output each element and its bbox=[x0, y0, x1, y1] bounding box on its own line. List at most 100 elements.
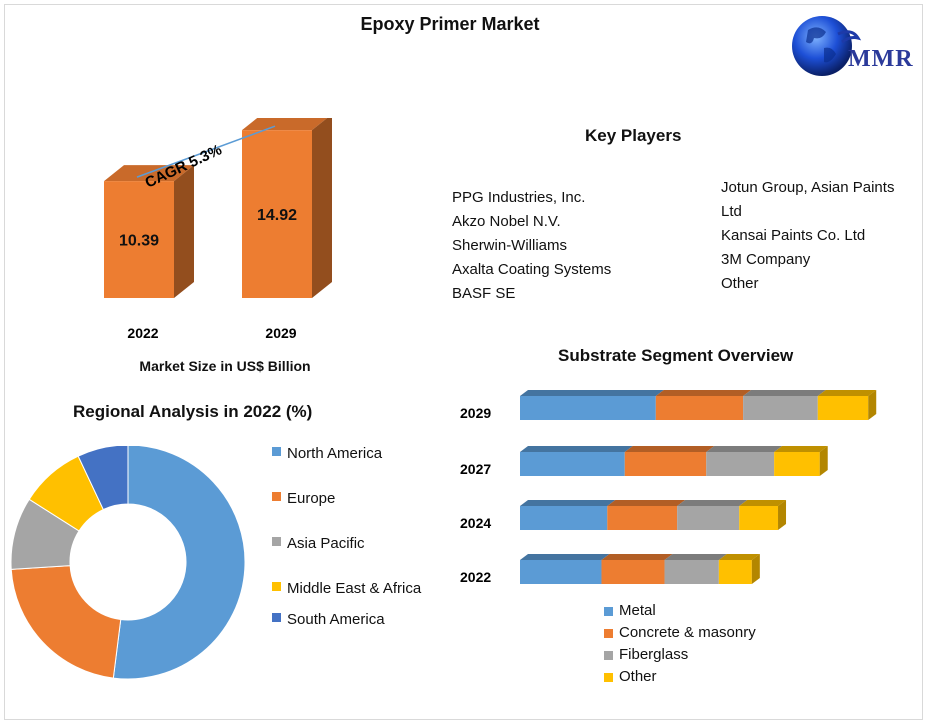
legend-swatch bbox=[272, 447, 281, 456]
legend-item: South America bbox=[272, 608, 422, 631]
key-players-col1: PPG Industries, Inc. Akzo Nobel N.V. She… bbox=[452, 186, 702, 306]
market-size-bar-2029 bbox=[242, 130, 312, 298]
legend-label: North America bbox=[287, 445, 383, 462]
substrate-segment-other bbox=[817, 396, 869, 420]
substrate-segment-metal bbox=[520, 396, 656, 420]
market-size-xlabel: Market Size in US$ Billion bbox=[139, 358, 311, 374]
segment-top-face bbox=[520, 446, 633, 452]
substrate-segment-concrete-masonry bbox=[624, 452, 707, 476]
legend-swatch bbox=[272, 537, 281, 546]
legend-item: Other bbox=[604, 668, 824, 685]
segment-top-face bbox=[677, 500, 748, 506]
legend-label: Metal bbox=[619, 602, 656, 619]
segment-side-face bbox=[778, 500, 787, 530]
logo-text: MMR bbox=[848, 46, 914, 72]
segment-top-face bbox=[520, 500, 616, 506]
segment-side-face bbox=[819, 446, 828, 476]
bar-category-label: 2022 bbox=[127, 325, 158, 341]
legend-item: Metal bbox=[604, 602, 824, 619]
segment-top-face bbox=[624, 446, 715, 452]
key-players-title: Key Players bbox=[585, 126, 682, 145]
segment-top-face bbox=[774, 446, 828, 452]
segment-top-face bbox=[718, 554, 760, 560]
key-player-item: Sherwin-Williams bbox=[452, 237, 568, 254]
substrate-segment-other bbox=[739, 506, 779, 530]
market-size-bar-2022 bbox=[104, 181, 174, 298]
bar-side-face bbox=[174, 165, 194, 298]
substrate-segment-concrete-masonry bbox=[607, 506, 678, 530]
legend-swatch bbox=[272, 582, 281, 591]
substrate-segment-fiberglass bbox=[743, 396, 818, 420]
substrate-segment-concrete-masonry bbox=[655, 396, 744, 420]
substrate-segment-metal bbox=[520, 506, 608, 530]
globe-logo-icon bbox=[792, 16, 862, 76]
key-player-item: Kansai Paints Co. Ltd bbox=[721, 227, 866, 244]
segment-top-face bbox=[520, 390, 664, 396]
legend-label: Concrete & masonry bbox=[619, 624, 756, 641]
segment-top-face bbox=[607, 500, 686, 506]
segment-top-face bbox=[743, 390, 826, 396]
substrate-chart: 2029 2027 2024 2022 bbox=[460, 390, 877, 585]
donut-slice-europe bbox=[10, 565, 122, 679]
legend-item: North America bbox=[272, 442, 422, 465]
key-players-col2: Jotun Group, Asian Paints Ltd Kansai Pai… bbox=[721, 176, 901, 296]
legend-swatch bbox=[604, 629, 613, 638]
segment-top-face bbox=[520, 554, 610, 560]
substrate-segment-fiberglass bbox=[677, 506, 740, 530]
legend-label: Middle East & Africa bbox=[287, 580, 422, 597]
donut-slice-north-america bbox=[112, 446, 246, 680]
regional-donut-chart bbox=[10, 446, 246, 680]
segment-top-face bbox=[739, 500, 787, 506]
donut-slice-south-america bbox=[77, 446, 129, 511]
key-player-item: Axalta Coating Systems bbox=[452, 261, 612, 278]
substrate-segment-metal bbox=[520, 452, 625, 476]
bar-value-label: 10.39 bbox=[119, 233, 159, 250]
substrate-segment-metal bbox=[520, 560, 602, 584]
legend-label: Asia Pacific bbox=[287, 535, 365, 552]
substrate-year-label: 2029 bbox=[460, 405, 491, 421]
cagr-arrow-line bbox=[136, 125, 276, 178]
substrate-year-label: 2024 bbox=[460, 515, 491, 531]
legend-item: Europe bbox=[272, 487, 422, 510]
substrate-title: Substrate Segment Overview bbox=[558, 346, 794, 365]
legend-swatch bbox=[272, 613, 281, 622]
legend-label: Fiberglass bbox=[619, 646, 689, 663]
bar-side-face bbox=[312, 118, 332, 298]
segment-side-face bbox=[751, 554, 760, 584]
substrate-segment-concrete-masonry bbox=[601, 560, 665, 584]
key-player-item: BASF SE bbox=[452, 285, 516, 302]
substrate-segment-fiberglass bbox=[706, 452, 775, 476]
legend-swatch bbox=[604, 673, 613, 682]
legend-item: Fiberglass bbox=[604, 646, 824, 663]
substrate-segment-fiberglass bbox=[664, 560, 719, 584]
legend-label: Other bbox=[619, 668, 657, 685]
segment-top-face bbox=[655, 390, 752, 396]
legend-label: Europe bbox=[287, 490, 336, 507]
infographic-frame bbox=[4, 4, 923, 720]
legend-swatch bbox=[604, 651, 613, 660]
bar-value-label: 14.92 bbox=[257, 207, 297, 224]
key-player-item: Jotun Group, Asian Paints Ltd bbox=[721, 179, 895, 220]
legend-item: Middle East & Africa bbox=[272, 577, 422, 600]
bar-top-face bbox=[242, 118, 328, 131]
substrate-segment-other bbox=[718, 560, 752, 584]
substrate-year-label: 2027 bbox=[460, 461, 491, 477]
legend-item: Asia Pacific bbox=[272, 532, 422, 555]
substrate-segment-other bbox=[774, 452, 820, 476]
bar-category-label: 2029 bbox=[265, 325, 296, 341]
key-player-item: Akzo Nobel N.V. bbox=[452, 213, 561, 230]
legend-label: South America bbox=[287, 611, 385, 628]
segment-side-face bbox=[868, 390, 877, 420]
page-title: Epoxy Primer Market bbox=[360, 14, 540, 34]
segment-top-face bbox=[664, 554, 727, 560]
regional-legend: North America Europe Asia Pacific Middle Ea… bbox=[272, 442, 422, 631]
segment-top-face bbox=[706, 446, 783, 452]
substrate-legend: Metal Concrete & masonry Fiberglass Other bbox=[604, 602, 824, 685]
regional-title: Regional Analysis in 2022 (%) bbox=[73, 402, 313, 421]
substrate-year-label: 2022 bbox=[460, 569, 491, 585]
segment-top-face bbox=[817, 390, 877, 396]
key-player-item: Other bbox=[721, 275, 759, 292]
legend-swatch bbox=[272, 492, 281, 501]
segment-top-face bbox=[601, 554, 673, 560]
